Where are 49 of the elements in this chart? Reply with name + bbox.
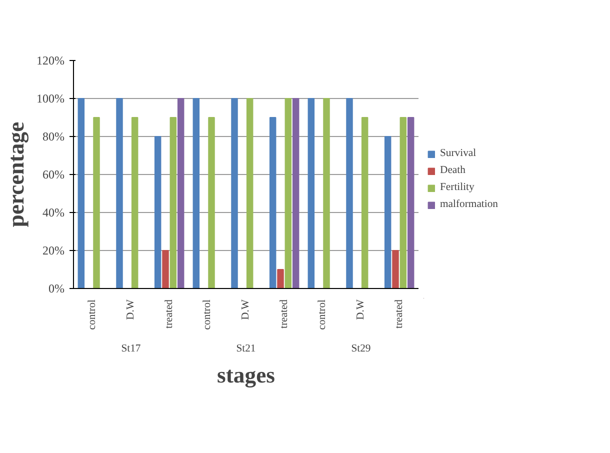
x-tick-label: D.W <box>356 298 366 320</box>
bar <box>361 117 368 288</box>
x-tick-label: D.W <box>240 298 252 320</box>
bar <box>162 250 169 288</box>
bar <box>277 269 284 288</box>
bar <box>208 117 215 288</box>
x-tick-label: treated <box>164 298 175 328</box>
bar <box>392 250 399 288</box>
text: St29 <box>351 344 371 354</box>
x-axis-title: stages <box>217 362 276 388</box>
y-axis-title: percentage <box>4 122 29 228</box>
bar <box>170 117 177 288</box>
x-tick-label: control <box>87 299 98 330</box>
bar <box>116 98 123 288</box>
x-tick-label: control <box>317 299 328 330</box>
bar <box>384 136 392 288</box>
bar <box>192 98 200 288</box>
bar <box>154 136 162 288</box>
bar <box>177 98 184 288</box>
bar <box>269 117 276 288</box>
bar <box>131 117 138 288</box>
bar <box>346 98 353 288</box>
x-tick-label: control <box>202 299 214 330</box>
bar <box>323 98 330 288</box>
y-tick-label: 60% <box>42 168 65 182</box>
x-tick-label: treated <box>278 298 290 328</box>
bar <box>292 98 300 288</box>
bar <box>284 98 292 288</box>
bar <box>93 117 100 288</box>
bar <box>308 98 315 288</box>
legend-label: Survival <box>440 148 476 159</box>
legend-label: Fertility <box>440 182 474 193</box>
y-tick-label: 100% <box>36 92 65 106</box>
bar <box>400 117 407 288</box>
text: St17 <box>121 344 142 354</box>
y-tick-label: 0% <box>48 282 65 296</box>
x-tick-label: D.W <box>126 298 136 320</box>
bar <box>78 98 85 288</box>
legend-label: malformation <box>440 199 498 210</box>
y-tick-label: 20% <box>42 244 65 258</box>
y-tick-label: 80% <box>42 130 65 144</box>
bar <box>231 98 238 288</box>
bar <box>407 117 414 288</box>
y-tick-label: 120% <box>36 54 65 68</box>
x-tick-label: treated <box>394 298 405 328</box>
bar <box>246 98 254 288</box>
text: St21 <box>236 344 256 354</box>
y-tick-label: 40% <box>42 206 65 220</box>
legend-label: Death <box>440 165 466 176</box>
